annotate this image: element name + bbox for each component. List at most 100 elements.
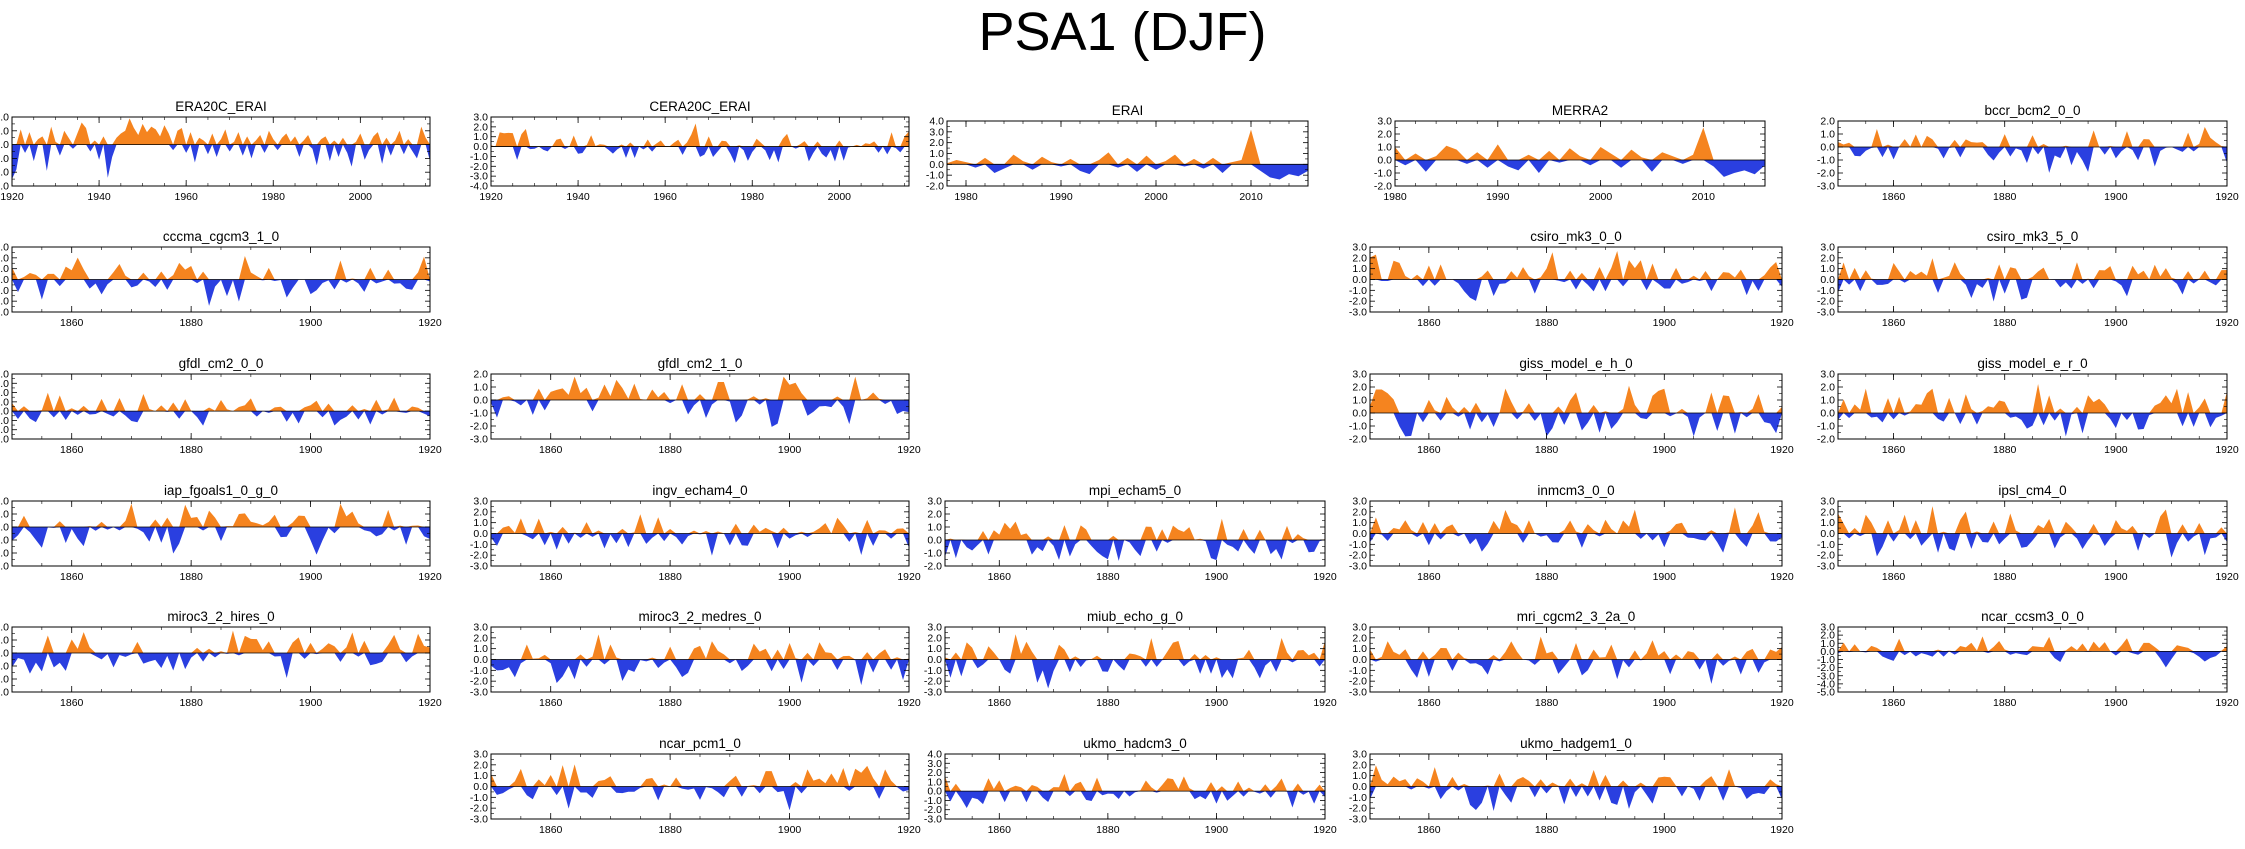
y-tick-label: -2.0 [470, 550, 488, 562]
y-tick-label: 0.0 [927, 654, 942, 666]
y-tick-label: -3.0 [1349, 687, 1367, 699]
y-tick-label: -1.0 [1349, 285, 1367, 297]
x-tick-label: 1920 [897, 444, 921, 456]
y-tick-label: -3.0 [924, 687, 942, 699]
y-tick-label: -3.0 [0, 181, 9, 193]
x-tick-label: 1900 [778, 824, 802, 836]
x-tick-label: 1880 [1096, 824, 1120, 836]
y-tick-label: 1.0 [1352, 395, 1367, 407]
y-tick-label: 0.0 [1352, 408, 1367, 420]
y-tick-label: -1.0 [470, 408, 488, 420]
y-tick-label: 2.0 [1820, 382, 1835, 394]
panel-title: MERRA2 [1552, 103, 1608, 118]
series-negative-area [947, 164, 1308, 180]
panel-title: giss_model_e_r_0 [1977, 356, 2087, 371]
y-tick-label: 3.0 [473, 112, 488, 124]
y-tick-label: -3.0 [0, 561, 9, 573]
y-tick-label: -2.0 [0, 674, 9, 686]
y-tick-label: -1.0 [1817, 155, 1835, 167]
x-tick-label: 1900 [299, 444, 323, 456]
y-tick-label: 0.0 [1377, 155, 1392, 167]
x-tick-label: 1880 [1535, 824, 1559, 836]
series-positive-area [12, 392, 430, 412]
series-negative-area [1370, 413, 1782, 437]
y-tick-label: 3.0 [927, 622, 942, 634]
series-positive-area [12, 256, 430, 280]
panel-title: miroc3_2_hires_0 [167, 609, 274, 624]
x-tick-label: 1860 [1417, 571, 1441, 583]
panel-title: inmcm3_0_0 [1537, 483, 1614, 498]
y-tick-label: 1.0 [927, 643, 942, 655]
y-tick-label: 3.0 [927, 496, 942, 508]
series-negative-area [1838, 651, 2227, 668]
x-tick-label: 1980 [741, 191, 765, 203]
series-negative-area [1838, 533, 2227, 558]
x-tick-label: 1920 [2215, 317, 2239, 329]
panel-9: -3.0-2.0-1.00.01.02.0 1860 1880 1900 1920 gfd… [470, 356, 921, 456]
panel-15: -3.0-2.0-1.00.01.02.03.0 1860 1880 1900 1920… [1349, 483, 1794, 583]
x-tick-label: 1880 [179, 444, 203, 456]
y-tick-label: -1.0 [1349, 792, 1367, 804]
panel-0: -3.0 -2.0 -1.0 0.0 1.02.0 1920 1940 1960 1980 200… [0, 99, 431, 203]
y-tick-label: 0.0 [473, 395, 488, 407]
series-positive-area [12, 503, 430, 527]
panel-7: -3.0-2.0-1.00.01.02.03.0 1860 1880 1900 1920… [1817, 229, 2239, 329]
y-tick-label: 0.0 [929, 159, 944, 171]
y-tick-label: 0.0 [1820, 142, 1835, 154]
panel-title: ukmo_hadcm3_0 [1083, 736, 1187, 751]
series-positive-area [945, 518, 1325, 540]
x-tick-label: 2010 [1239, 191, 1263, 203]
y-tick-label: -1.0 [1817, 539, 1835, 551]
series-negative-area [1370, 279, 1782, 301]
series-positive-area [1370, 251, 1782, 280]
y-tick-label: -4.0 [1817, 678, 1835, 690]
x-tick-label: 1980 [262, 191, 286, 203]
panel-21: -5.0-4.0-3.0-2.0-1.00.01.02.03.0 1860 1880… [1817, 609, 2239, 709]
y-tick-label: 2.0 [0, 387, 9, 399]
series-positive-area [1838, 506, 2227, 534]
x-tick-label: 1860 [60, 571, 84, 583]
y-tick-label: 1.0 [473, 517, 488, 529]
x-tick-label: 1980 [1383, 191, 1407, 203]
series-positive-area [947, 129, 1308, 165]
y-tick-label: 4.0 [927, 749, 942, 761]
x-tick-label: 1920 [1770, 571, 1794, 583]
panel-13: -3.0-2.0-1.00.01.02.03.0 1860 1880 1900 1920… [470, 483, 921, 583]
series-positive-area [945, 773, 1325, 792]
y-tick-label: -3.0 [470, 687, 488, 699]
y-tick-label: 0.0 [1820, 274, 1835, 286]
y-tick-label: 0.0 [0, 139, 9, 151]
y-tick-label: -1.0 [0, 153, 9, 165]
series-negative-area [491, 786, 909, 811]
y-tick-label: 2.0 [927, 767, 942, 779]
x-tick-label: 1900 [1653, 571, 1677, 583]
panel-frame [11, 626, 431, 693]
y-tick-label: 1.0 [1820, 517, 1835, 529]
panel-18: -3.0-2.0-1.00.01.02.03.0 1860 1880 1900 1920… [470, 609, 921, 709]
x-tick-label: 1880 [1535, 444, 1559, 456]
panel-title: ncar_pcm1_0 [659, 736, 741, 751]
y-tick-label: 2.0 [929, 137, 944, 149]
y-tick-label: 1.0 [1820, 638, 1835, 650]
panel-8: -3.0-2.0-1.00.01.02.03.04.0 1860 1880 1900 1… [0, 356, 442, 456]
y-tick-label: -2.0 [1374, 181, 1392, 193]
panel-title: iap_fgoals1_0_g_0 [164, 483, 278, 498]
x-tick-label: 1920 [897, 697, 921, 709]
series-negative-area [12, 653, 430, 679]
y-tick-label: 1.0 [473, 382, 488, 394]
y-tick-label: 1.0 [473, 643, 488, 655]
y-tick-label: 1.0 [0, 635, 9, 647]
x-tick-label: 1920 [897, 824, 921, 836]
x-tick-label: 1880 [658, 571, 682, 583]
x-tick-label: 1860 [1882, 697, 1906, 709]
y-tick-label: 1.0 [1352, 643, 1367, 655]
y-tick-label: 1.0 [1820, 395, 1835, 407]
y-tick-label: 1.0 [473, 131, 488, 143]
panel-title: ERAI [1112, 103, 1144, 118]
x-tick-label: 1860 [1417, 697, 1441, 709]
series-positive-area [12, 118, 430, 145]
x-tick-label: 2000 [349, 191, 373, 203]
x-tick-label: 1900 [1205, 824, 1229, 836]
x-tick-label: 1880 [1096, 697, 1120, 709]
y-tick-label: 2.0 [0, 496, 9, 508]
